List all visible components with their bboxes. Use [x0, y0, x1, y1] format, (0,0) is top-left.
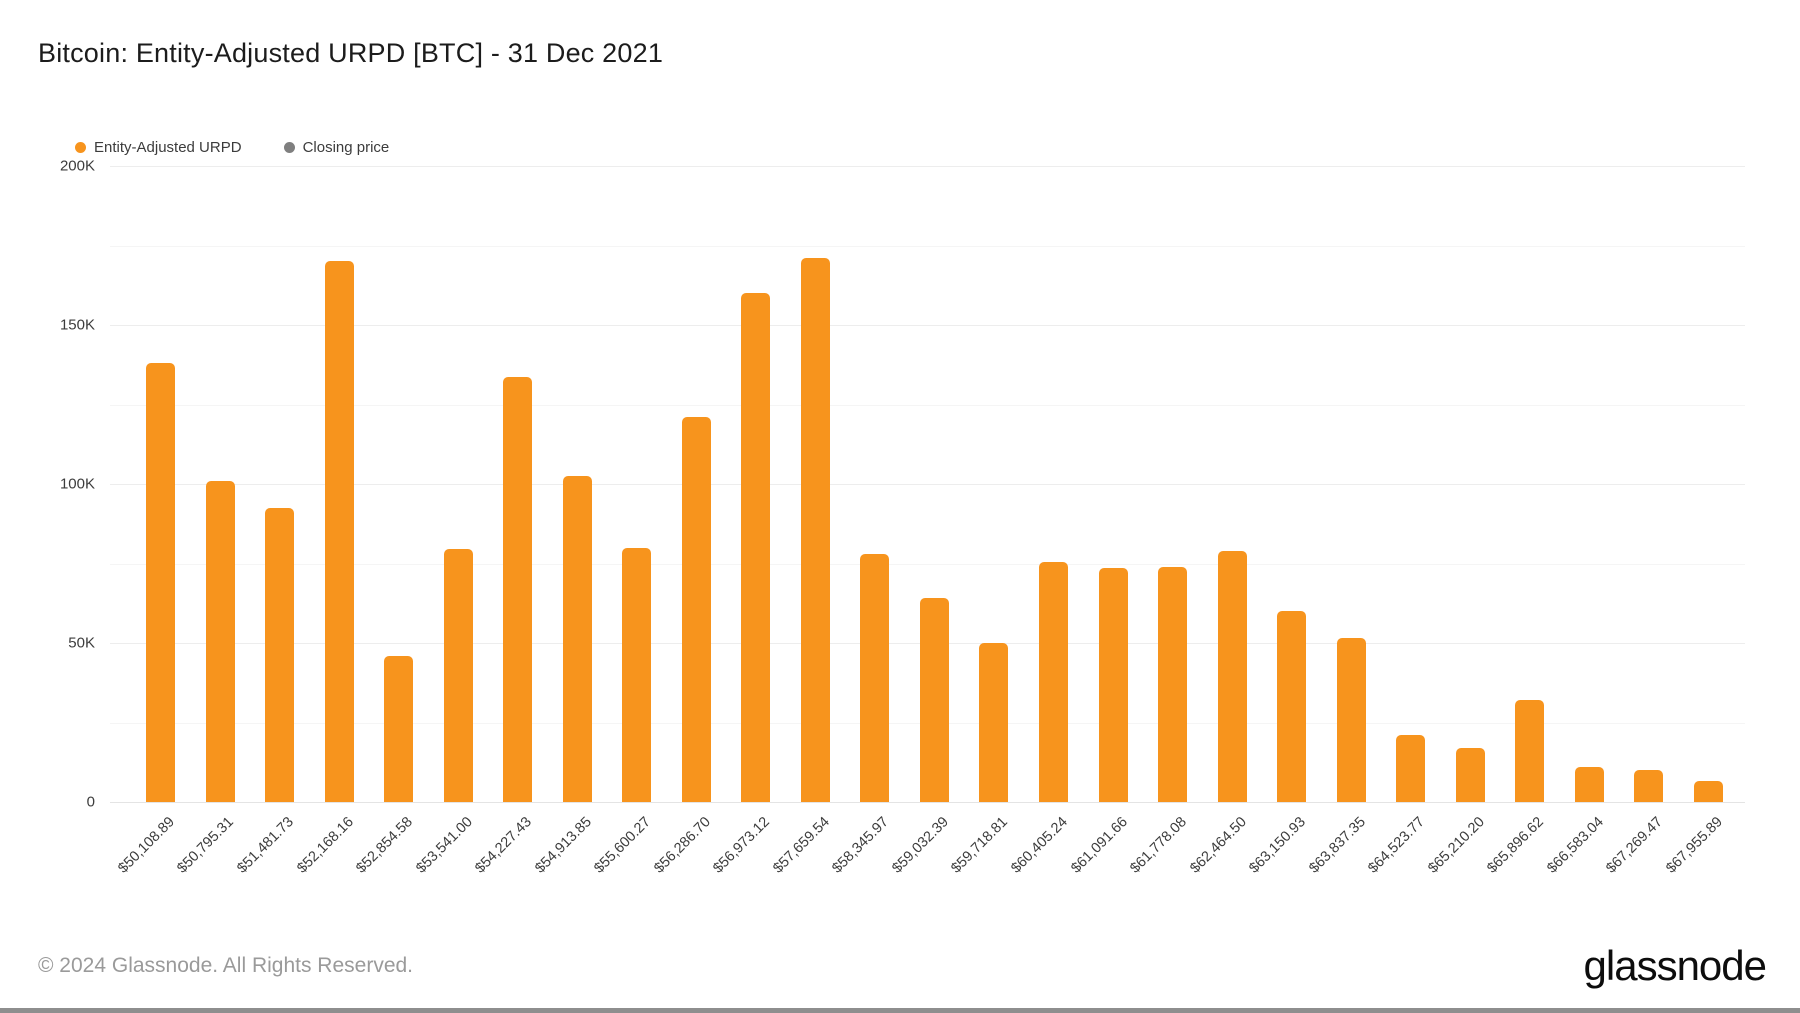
x-axis-label: $59,032.39 [889, 814, 952, 877]
plot-area: 200K 150K 100K 50K 0 $50,108.89 $50,795.31 $51… [60, 158, 1745, 877]
bar[interactable] [1574, 767, 1604, 802]
bar[interactable] [1693, 781, 1723, 802]
legend-item-closing-price[interactable]: Closing price [283, 139, 390, 156]
bar[interactable] [1038, 561, 1068, 802]
gridline [110, 563, 1745, 565]
legend: Entity-Adjusted URPD Closing price [75, 139, 389, 156]
x-axis-label: $63,150.93 [1246, 814, 1310, 877]
x-axis-label: $56,286.70 [651, 814, 714, 877]
x-axis-label: $50,795.31 [174, 814, 238, 877]
bar[interactable] [919, 598, 949, 802]
bar[interactable] [205, 480, 235, 802]
legend-item-entity-adjusted-urpd[interactable]: Entity-Adjusted URPD [75, 139, 242, 156]
bar[interactable] [562, 476, 592, 802]
legend-dot-urpd-icon [75, 142, 86, 153]
x-axis-label: $61,778.08 [1127, 814, 1190, 877]
y-axis-label: 50K [68, 634, 95, 652]
x-axis-label: $65,896.62 [1484, 814, 1548, 877]
bar[interactable] [1634, 770, 1664, 802]
bar[interactable] [384, 655, 414, 802]
x-axis-line [110, 802, 1745, 803]
bar[interactable] [800, 258, 830, 802]
bar[interactable] [443, 549, 473, 802]
y-axis-label: 150K [59, 316, 95, 334]
y-axis-label: 0 [86, 793, 95, 811]
gridline [110, 166, 1745, 167]
x-axis-label: $56,973.12 [710, 814, 774, 877]
legend-label-urpd: Entity-Adjusted URPD [94, 139, 242, 156]
legend-label-closing-price: Closing price [302, 139, 390, 156]
x-axis-label: $54,913.85 [531, 814, 595, 877]
bar[interactable] [1455, 747, 1485, 802]
chart-title: Bitcoin: Entity-Adjusted URPD [BTC] - 31… [38, 38, 664, 68]
x-axis-label: $67,955.89 [1663, 814, 1726, 877]
bar[interactable] [622, 547, 652, 802]
bar[interactable] [324, 261, 354, 802]
x-axis-label: $51,481.73 [234, 814, 297, 877]
y-axis-label: 100K [59, 475, 95, 493]
x-axis-label: $62,464.50 [1186, 814, 1250, 877]
bar[interactable] [265, 507, 295, 802]
gridline [110, 404, 1745, 406]
x-axis-label: $58,345.97 [829, 814, 893, 877]
bar[interactable] [1217, 550, 1247, 802]
x-axis-label: $61,091.66 [1067, 814, 1131, 877]
copyright-text: © 2024 Glassnode. All Rights Reserved. [38, 954, 414, 977]
x-axis-label: $52,168.16 [293, 814, 357, 877]
y-axis-label: 200K [59, 157, 95, 175]
x-axis-label: $66,583.04 [1544, 814, 1607, 877]
bar[interactable] [1277, 611, 1307, 802]
bottom-window-edge [0, 1008, 1800, 1013]
glassnode-logo: glassnode [1583, 942, 1767, 989]
gridline [110, 484, 1745, 485]
x-axis-label: $64,523.77 [1365, 814, 1429, 877]
x-axis-label: $52,854.58 [353, 814, 416, 877]
x-axis-label: $60,405.24 [1008, 814, 1071, 877]
bar[interactable] [1158, 566, 1188, 802]
bar[interactable] [1336, 638, 1366, 802]
bar[interactable] [1098, 568, 1128, 802]
x-axis-label: $55,600.27 [591, 814, 655, 877]
bar[interactable] [503, 377, 533, 802]
bar[interactable] [979, 643, 1009, 802]
x-axis-label: $50,108.89 [115, 814, 178, 877]
x-axis-label: $67,269.47 [1603, 814, 1667, 877]
bar[interactable] [146, 363, 175, 802]
bar[interactable] [681, 417, 711, 802]
x-axis-label: $59,718.81 [948, 814, 1012, 877]
gridline [110, 325, 1745, 326]
bar[interactable] [1396, 735, 1426, 802]
bar[interactable] [741, 293, 771, 802]
legend-dot-closing-price-icon [283, 142, 295, 153]
bar[interactable] [1515, 700, 1545, 802]
x-axis-label: $57,659.54 [770, 814, 833, 877]
x-axis-label: $53,541.00 [412, 814, 476, 877]
x-axis-label: $63,837.35 [1305, 814, 1369, 877]
x-axis-label: $54,227.43 [472, 814, 536, 877]
gridline [110, 245, 1745, 247]
bar[interactable] [860, 553, 890, 802]
bar-series [110, 166, 1745, 802]
x-axis-label: $65,210.20 [1425, 814, 1488, 877]
